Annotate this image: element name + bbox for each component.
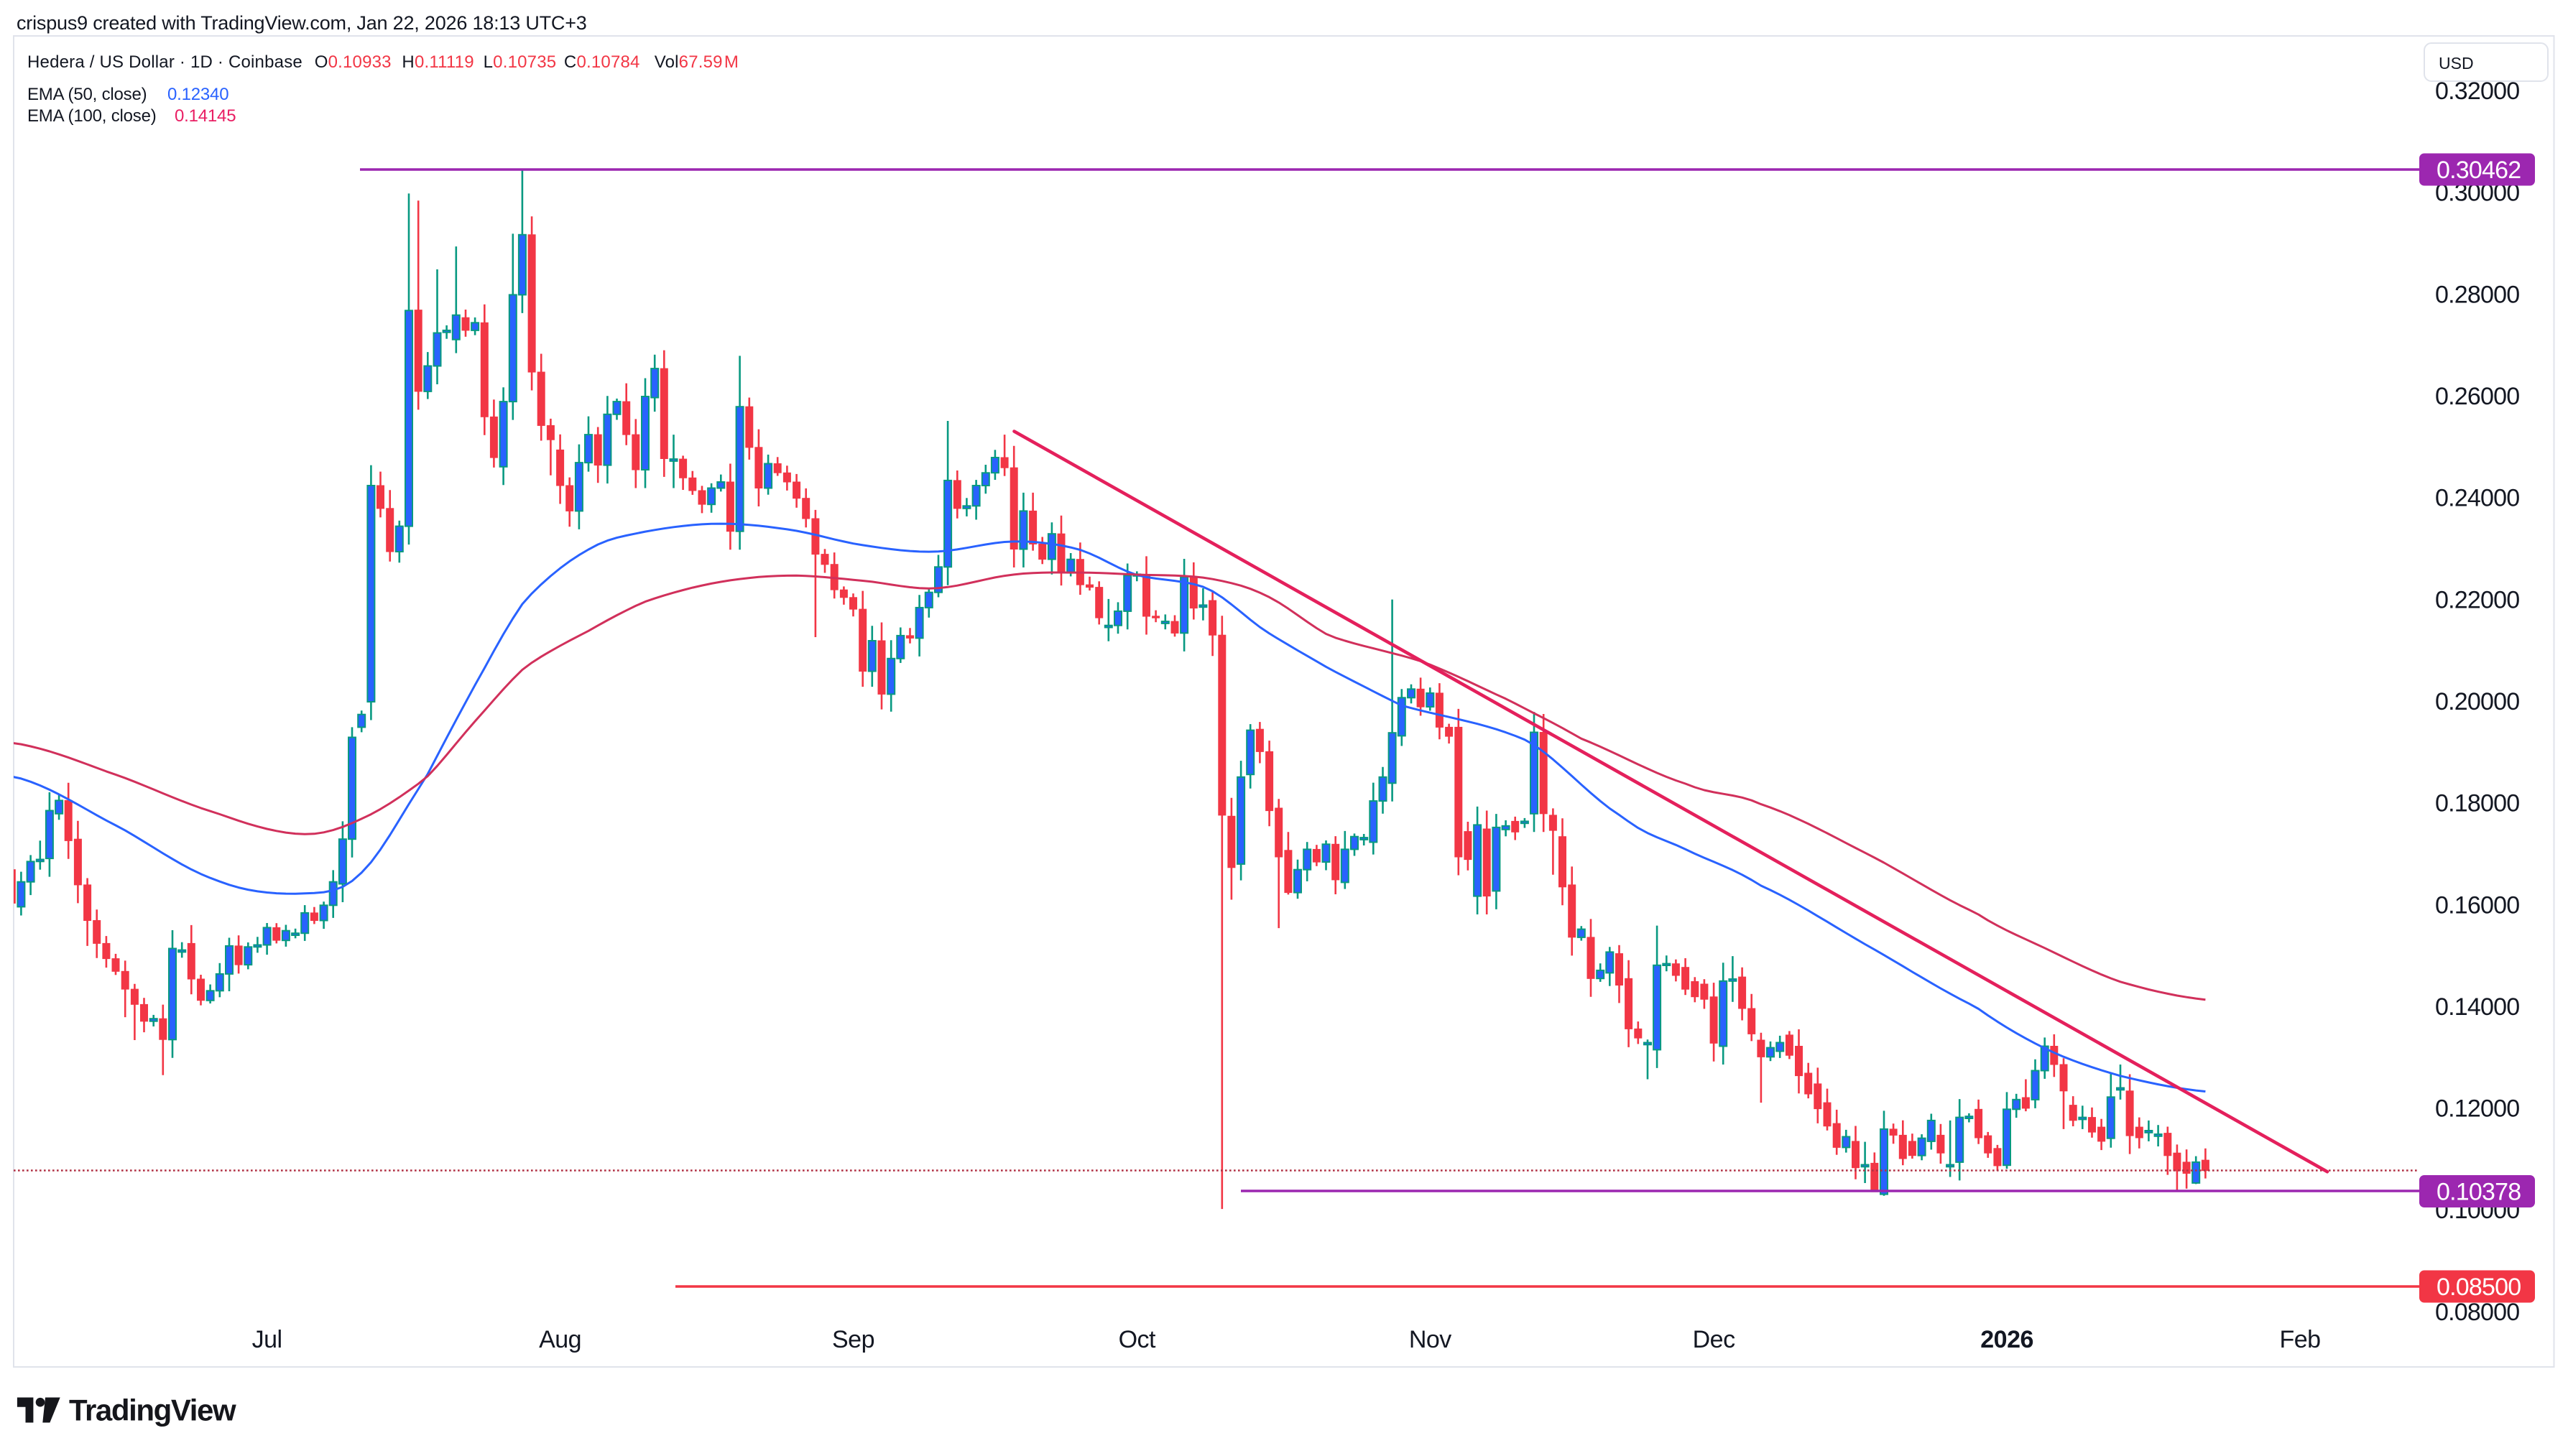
svg-text:crispus9 created with TradingV: crispus9 created with TradingView.com, J…	[17, 12, 587, 34]
svg-text:0.26000: 0.26000	[2435, 383, 2519, 410]
svg-text:0.18000: 0.18000	[2435, 790, 2519, 817]
svg-text:USD: USD	[2439, 54, 2474, 73]
svg-text:Dec: Dec	[1693, 1326, 1735, 1353]
svg-text:Aug: Aug	[539, 1326, 581, 1353]
svg-text:0.08500: 0.08500	[2437, 1274, 2521, 1301]
svg-text:Feb: Feb	[2279, 1326, 2320, 1353]
svg-text:Oct: Oct	[1119, 1326, 1156, 1353]
svg-text:0.30462: 0.30462	[2437, 157, 2521, 184]
svg-text:0.14000: 0.14000	[2435, 993, 2519, 1021]
svg-text:0.20000: 0.20000	[2435, 688, 2519, 715]
svg-text:0.10378: 0.10378	[2437, 1179, 2521, 1206]
svg-text:0.12000: 0.12000	[2435, 1095, 2519, 1123]
svg-text:Nov: Nov	[1409, 1326, 1451, 1353]
svg-text:0.24000: 0.24000	[2435, 485, 2519, 512]
svg-text:Jul: Jul	[252, 1326, 282, 1353]
svg-text:Hedera / US Dollar · 1D · Coin: Hedera / US Dollar · 1D · Coinbase O0.109…	[27, 52, 739, 72]
svg-text:TradingView: TradingView	[69, 1394, 236, 1427]
svg-text:0.16000: 0.16000	[2435, 891, 2519, 919]
svg-text:2026: 2026	[1980, 1326, 2033, 1353]
svg-text:Sep: Sep	[832, 1326, 874, 1353]
svg-text:EMA (50, close)0.12340: EMA (50, close) 0.12340	[27, 85, 228, 104]
svg-text:EMA (100, close)0.14145: EMA (100, close) 0.14145	[27, 106, 236, 126]
svg-text:0.28000: 0.28000	[2435, 281, 2519, 308]
svg-text:0.32000: 0.32000	[2435, 78, 2519, 105]
svg-text:0.08000: 0.08000	[2435, 1299, 2519, 1326]
svg-text:0.22000: 0.22000	[2435, 586, 2519, 613]
